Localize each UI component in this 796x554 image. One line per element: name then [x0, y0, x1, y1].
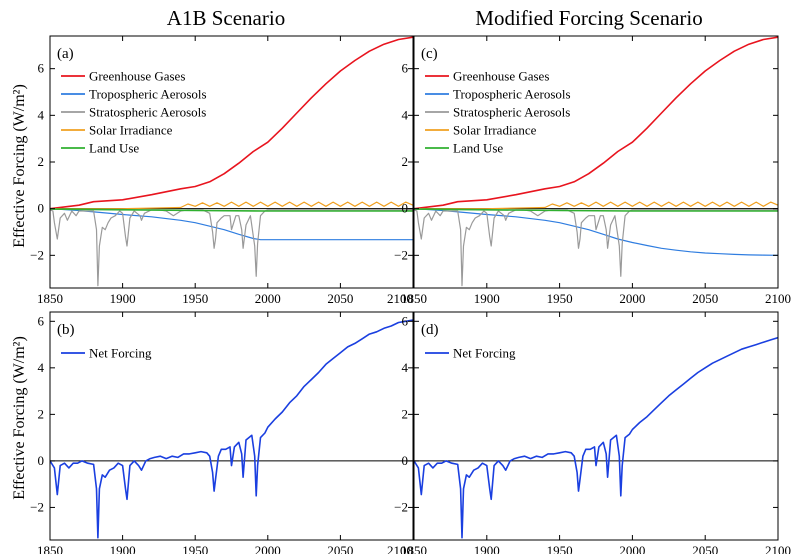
y-tick-label: 6: [402, 313, 409, 328]
series-line-tropo: [414, 208, 778, 256]
legend-label: Net Forcing: [453, 346, 516, 361]
legend-label: Net Forcing: [89, 346, 152, 361]
panel-d: 1850 1900 1950 2000 2050 2100 −2 0 2 4 6 (d) Net For…: [394, 311, 791, 554]
legend: Net Forcing: [425, 346, 516, 361]
y-tick-label: 6: [38, 61, 45, 76]
x-tick-label: 2050: [327, 291, 353, 306]
y-tick-label: 0: [38, 201, 45, 216]
panel-b: 1850 1900 1950 2000 2050 2100 −2 0 2 4 6 (b) Net For…: [30, 311, 414, 554]
x-tick-label: 2000: [619, 291, 645, 306]
plot-frame: [49, 311, 414, 541]
x-tick-label: 1950: [547, 543, 573, 554]
ylabel-bottom: Effective Forcing (W/m²): [11, 336, 28, 500]
y-tick-label: 4: [38, 107, 45, 122]
legend-label: Tropospheric Aerosols: [453, 87, 571, 102]
x-tick-label: 1850: [401, 543, 427, 554]
panel-c: 1850 1900 1950 2000 2050 2100 −2 0 2 4 6 (c) Greenho…: [394, 35, 791, 306]
legend-label: Land Use: [453, 141, 503, 156]
x-tick-label: 1900: [110, 291, 136, 306]
legend-label: Stratospheric Aerosols: [453, 105, 570, 120]
x-tick-label: 1850: [37, 543, 63, 554]
y-tick-label: 6: [402, 61, 409, 76]
x-tick-label: 2000: [255, 291, 281, 306]
y-tick-label: 4: [38, 360, 45, 375]
y-tick-label: 2: [38, 154, 45, 169]
legend: Net Forcing: [61, 346, 152, 361]
series-line-greenhouse: [50, 36, 413, 210]
x-tick-label: 2100: [765, 543, 791, 554]
panel-letter: (a): [57, 46, 74, 62]
y-tick-label: 2: [402, 154, 409, 169]
x-tick-label: 1950: [182, 291, 208, 306]
y-tick-label: 0: [38, 453, 45, 468]
y-tick-label: −2: [30, 247, 44, 262]
x-tick-label: 1900: [474, 291, 500, 306]
series-line-strato: [50, 209, 413, 287]
x-tick-label: 1850: [37, 291, 63, 306]
y-tick-label: 0: [402, 201, 409, 216]
series-line-strato: [414, 209, 778, 287]
series-line-solar: [414, 201, 778, 210]
x-tick-label: 1900: [110, 543, 136, 554]
panel-letter: (c): [421, 46, 438, 62]
y-tick-label: 2: [38, 406, 45, 421]
x-tick-label: 2000: [255, 543, 281, 554]
y-tick-label: 0: [402, 453, 409, 468]
series-line-net: [50, 319, 413, 539]
y-tick-label: 2: [402, 406, 409, 421]
series-line-greenhouse: [414, 36, 778, 210]
series-line-solar: [50, 201, 413, 210]
y-tick-label: 4: [402, 360, 409, 375]
legend-label: Greenhouse Gases: [453, 69, 549, 84]
x-tick-label: 2100: [765, 291, 791, 306]
plot-frame: [413, 311, 779, 541]
y-tick-label: −2: [30, 499, 44, 514]
legend-label: Greenhouse Gases: [89, 69, 185, 84]
series-line-net: [414, 336, 778, 539]
y-tick-label: 6: [38, 313, 45, 328]
legend-label: Solar Irradiance: [89, 123, 173, 138]
x-tick-label: 1900: [474, 543, 500, 554]
x-tick-label: 2100: [387, 543, 413, 554]
series-line-landuse: [414, 208, 778, 212]
ylabel-top-text: Effective Forcing (W/m²): [11, 84, 28, 248]
legend-label: Solar Irradiance: [453, 123, 537, 138]
x-tick-label: 2000: [619, 543, 645, 554]
legend-label: Tropospheric Aerosols: [89, 87, 207, 102]
panel-a: 1850 1900 1950 2000 2050 2100 −2 0 2 4 6 (a) Greenho…: [30, 35, 414, 306]
col-title-left: A1B Scenario: [167, 6, 285, 30]
y-tick-label: −2: [394, 247, 408, 262]
x-tick-label: 2100: [387, 291, 413, 306]
legend-label: Stratospheric Aerosols: [89, 105, 206, 120]
x-tick-label: 1950: [182, 543, 208, 554]
x-tick-label: 2050: [327, 543, 353, 554]
legend: Greenhouse Gases Tropospheric Aerosols Str…: [425, 69, 571, 156]
x-tick-label: 2050: [692, 291, 718, 306]
ylabel-top: Effective Forcing (W/m²): [11, 84, 28, 248]
ylabel-bottom-text: Effective Forcing (W/m²): [11, 336, 28, 500]
x-tick-label: 2050: [692, 543, 718, 554]
panel-letter: (b): [57, 322, 75, 338]
x-tick-label: 1950: [547, 291, 573, 306]
col-title-right: Modified Forcing Scenario: [475, 6, 702, 30]
y-tick-label: −2: [394, 499, 408, 514]
series-line-landuse: [50, 208, 413, 212]
x-tick-label: 1850: [401, 291, 427, 306]
legend: Greenhouse Gases Tropospheric Aerosols Str…: [61, 69, 207, 156]
y-tick-label: 4: [402, 107, 409, 122]
legend-label: Land Use: [89, 141, 139, 156]
panel-letter: (d): [421, 322, 439, 338]
